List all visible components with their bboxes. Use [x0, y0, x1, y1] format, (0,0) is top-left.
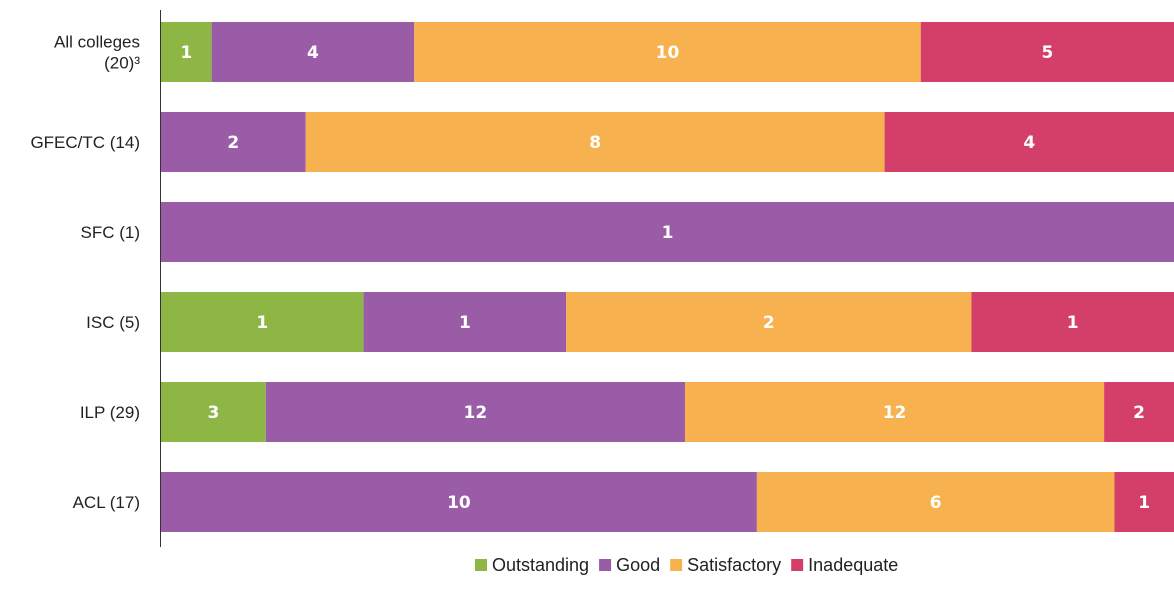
bar-segment	[161, 22, 212, 82]
data-label: 1	[1067, 313, 1079, 333]
data-label: 1	[662, 223, 674, 243]
bar-segment	[363, 292, 567, 352]
bar-segment	[161, 202, 1174, 262]
legend-label: Good	[616, 555, 660, 575]
bar-segment	[161, 382, 266, 442]
data-label: 1	[256, 313, 268, 333]
legend-label: Outstanding	[492, 555, 589, 575]
data-label: 6	[930, 493, 942, 513]
bar-segment	[971, 292, 1174, 352]
data-label: 1	[459, 313, 471, 333]
bar-segment	[265, 382, 685, 442]
data-label: 1	[180, 43, 192, 63]
data-label: 4	[1023, 133, 1035, 153]
data-label: 12	[883, 403, 907, 423]
bar-segment	[884, 112, 1174, 172]
category-label: ISC (5)	[86, 313, 140, 332]
data-label: 10	[447, 493, 471, 513]
bar-segment	[161, 292, 364, 352]
bar-segment	[1114, 472, 1174, 532]
category-labels: All colleges (20)³ GFEC/TC (14) SFC (1) ISC …	[30, 33, 140, 513]
bar-segment	[161, 112, 306, 172]
legend-label: Satisfactory	[687, 555, 781, 575]
category-label: ACL (17)	[73, 493, 140, 512]
data-label: 8	[589, 133, 601, 153]
legend-label: Inadequate	[808, 555, 898, 575]
data-label: 2	[763, 313, 775, 333]
bar-segment	[1104, 382, 1174, 442]
legend-swatch	[599, 559, 612, 571]
data-label: 12	[464, 403, 488, 423]
data-label: 5	[1041, 43, 1053, 63]
data-label: 4	[307, 43, 319, 63]
bar-segment	[305, 112, 885, 172]
category-label: All colleges (20)³	[54, 33, 140, 73]
legend: Outstanding Good Satisfactory Inadequate	[475, 555, 898, 575]
data-label: 1	[1138, 493, 1150, 513]
bar-segment	[920, 22, 1174, 82]
bars: 1 4 10 52 8 411 1 2 13 12 12 210 6 1	[161, 22, 1174, 532]
data-label: 2	[1133, 403, 1145, 423]
data-label: 2	[227, 133, 239, 153]
data-label: 10	[656, 43, 680, 63]
bar-segment	[566, 292, 972, 352]
bar-segment	[684, 382, 1105, 442]
bar-segment	[211, 22, 415, 82]
bar-segment	[161, 472, 757, 532]
legend-swatch	[670, 559, 683, 571]
bar-segment	[756, 472, 1115, 532]
category-label: ILP (29)	[80, 403, 140, 422]
category-label: GFEC/TC (14)	[30, 133, 140, 152]
legend-swatch	[791, 559, 804, 571]
data-label: 3	[207, 403, 219, 423]
bar-segment	[414, 22, 921, 82]
legend-swatch	[475, 559, 487, 571]
category-label: SFC (1)	[81, 223, 141, 242]
